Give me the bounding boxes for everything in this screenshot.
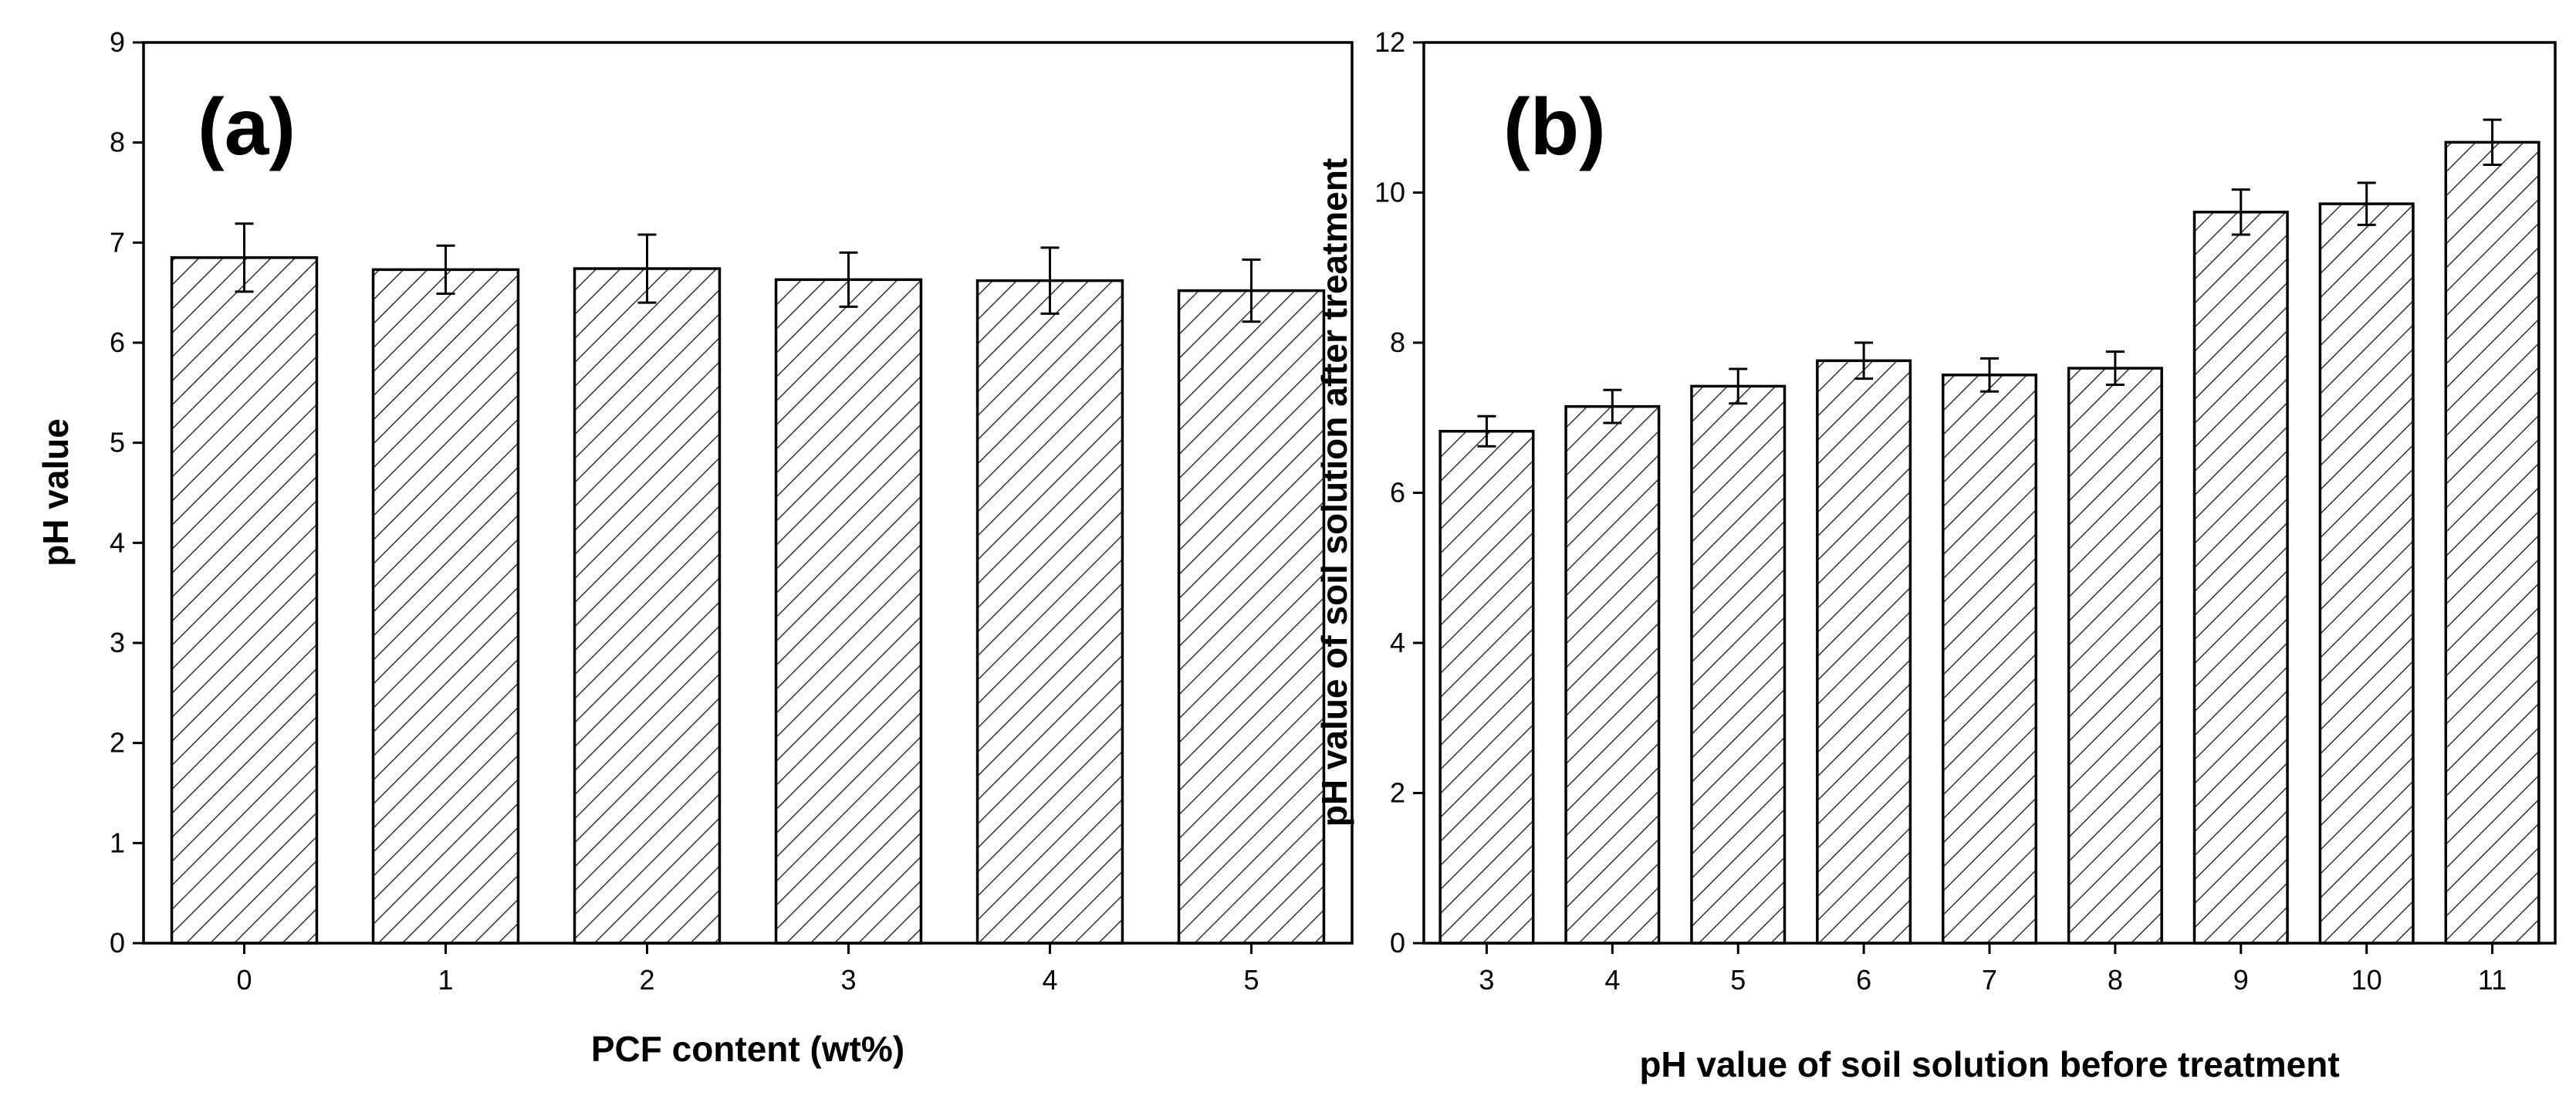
x-tick-label-b: 7 [1982, 964, 1997, 996]
bar-b-10 [2318, 202, 2415, 945]
bar-b-8 [2067, 367, 2163, 945]
bar-b-5 [1690, 384, 1787, 945]
panel-label-b: (b) [1503, 83, 1606, 172]
error-bar-a-1 [436, 244, 455, 295]
error-bar-b-7 [1980, 357, 1999, 393]
y-axis-ticks-a: 0 1 2 3 4 5 6 7 8 9 [110, 26, 144, 959]
y-axis-ticks-b: 0 2 4 6 8 10 12 [1374, 26, 1424, 959]
bar-b-6 [1816, 359, 1912, 945]
x-tick-label-a: 4 [1042, 964, 1057, 996]
y-tick-label-a: 1 [110, 827, 125, 858]
x-tick-label-b: 6 [1856, 964, 1871, 996]
error-bar-a-2 [637, 233, 657, 304]
y-tick-label-a: 0 [110, 927, 125, 959]
x-tick-label-b: 8 [2108, 964, 2123, 996]
bar-a-3 [774, 278, 923, 945]
bars-group-a [170, 256, 1326, 945]
error-bar-b-10 [2357, 181, 2376, 226]
y-tick-label-b: 4 [1390, 627, 1405, 658]
bar-b-9 [2192, 211, 2289, 945]
bar-a-4 [975, 279, 1124, 945]
x-tick-label-b: 3 [1479, 964, 1494, 996]
bar-a-0 [170, 256, 319, 945]
error-bar-a-3 [839, 251, 858, 308]
error-bar-b-9 [2231, 188, 2250, 236]
y-tick-label-b: 8 [1390, 326, 1405, 358]
y-axis-title-b: pH value of soil solution after treatmen… [1314, 158, 1354, 827]
y-tick-label-b: 12 [1374, 26, 1405, 58]
error-bar-b-6 [1854, 341, 1874, 381]
x-tick-label-a: 3 [840, 964, 856, 996]
y-tick-label-a: 3 [110, 627, 125, 658]
y-tick-label-b: 2 [1390, 777, 1405, 809]
x-axis-title-a: PCF content (wt%) [591, 1029, 904, 1069]
bars-group-b [1438, 140, 2541, 945]
x-axis-title-b: pH value of soil solution before treatme… [1639, 1044, 2339, 1084]
x-tick-label-b: 5 [1730, 964, 1746, 996]
error-bar-b-4 [1603, 388, 1622, 424]
error-bar-b-3 [1477, 414, 1496, 448]
y-tick-label-a: 2 [110, 727, 125, 759]
y-tick-label-a: 9 [110, 26, 125, 58]
bar-a-2 [573, 267, 722, 945]
x-axis-ticks-b: 3 4 5 6 7 8 9 10 11 [1479, 943, 2507, 996]
error-bar-b-8 [2105, 350, 2125, 386]
bar-b-3 [1438, 430, 1535, 945]
error-bars-group-b [1477, 118, 2502, 448]
error-bar-a-4 [1040, 246, 1060, 315]
bar-b-11 [2444, 140, 2541, 945]
bar-b-7 [1941, 374, 2038, 945]
bar-a-1 [371, 268, 520, 945]
chart-panel-b: 0 2 4 6 8 10 12 3 4 5 6 7 8 9 10 11 (b) pH value of so… [1314, 26, 2557, 1084]
x-tick-label-b: 4 [1604, 964, 1620, 996]
y-tick-label-b: 10 [1374, 177, 1405, 208]
error-bar-b-11 [2483, 118, 2502, 167]
y-tick-label-a: 8 [110, 127, 125, 158]
bar-b-4 [1564, 404, 1661, 945]
y-tick-label-a: 5 [110, 427, 125, 458]
error-bars-group-a [235, 222, 1261, 323]
panel-label-a: (a) [198, 83, 296, 172]
y-tick-label-b: 0 [1390, 927, 1405, 959]
error-bar-a-5 [1242, 258, 1261, 323]
y-axis-title-a: pH value [35, 418, 76, 567]
x-tick-label-b: 9 [2233, 964, 2249, 996]
y-tick-label-a: 7 [110, 226, 125, 258]
x-axis-ticks-a: 0 1 2 3 4 5 [236, 943, 1259, 996]
plot-frame-a [142, 41, 1354, 945]
x-tick-label-a: 5 [1243, 964, 1259, 996]
bar-a-5 [1177, 289, 1326, 945]
x-tick-label-b: 11 [2478, 964, 2507, 996]
x-tick-label-a: 1 [438, 964, 453, 996]
error-bar-a-0 [235, 222, 254, 293]
x-tick-label-a: 0 [236, 964, 252, 996]
error-bar-b-5 [1729, 367, 1748, 405]
y-tick-label-b: 6 [1390, 477, 1405, 509]
x-tick-label-a: 2 [639, 964, 654, 996]
y-tick-label-a: 6 [110, 326, 125, 358]
x-tick-label-b: 10 [2351, 964, 2382, 996]
y-tick-label-a: 4 [110, 526, 125, 558]
